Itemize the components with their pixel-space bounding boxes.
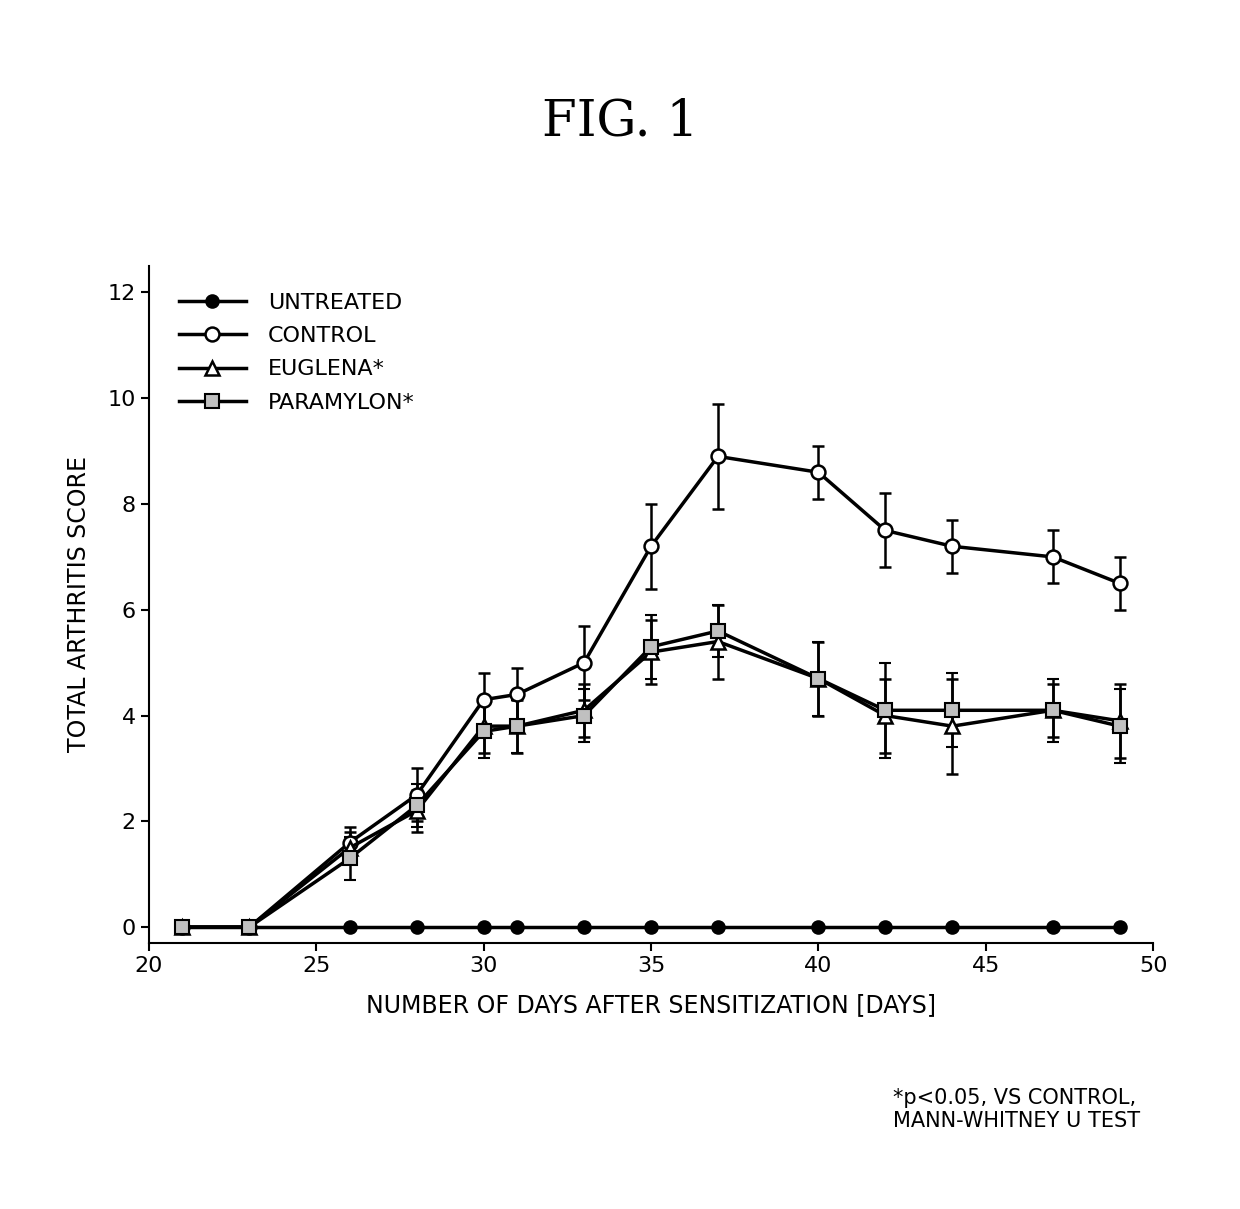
Y-axis label: TOTAL ARTHRITIS SCORE: TOTAL ARTHRITIS SCORE — [67, 457, 91, 752]
Text: FIG. 1: FIG. 1 — [542, 97, 698, 146]
Legend: UNTREATED, CONTROL, EUGLENA*, PARAMYLON*: UNTREATED, CONTROL, EUGLENA*, PARAMYLON* — [170, 284, 423, 422]
Text: *p<0.05, VS CONTROL,
MANN-WHITNEY U TEST: *p<0.05, VS CONTROL, MANN-WHITNEY U TEST — [893, 1088, 1140, 1132]
X-axis label: NUMBER OF DAYS AFTER SENSITIZATION [DAYS]: NUMBER OF DAYS AFTER SENSITIZATION [DAYS… — [366, 993, 936, 1017]
